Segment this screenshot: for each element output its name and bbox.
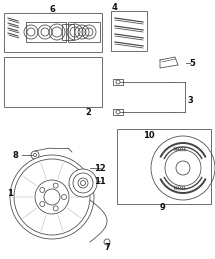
Text: 3: 3 [187,96,193,104]
Bar [121,166,131,170]
Bar [4,13,102,52]
Bar [117,129,211,204]
Text: 12: 12 [94,163,106,172]
Bar [122,182,132,186]
Bar [122,159,131,163]
Text: 11: 11 [94,176,106,185]
Text: 1: 1 [7,189,13,198]
Text: 9: 9 [160,204,166,212]
Bar [121,144,130,148]
Bar [121,174,130,178]
Bar [111,11,147,51]
Bar [122,137,132,141]
Text: 10: 10 [143,131,155,140]
Bar [66,70,98,98]
Bar [26,22,66,42]
Circle shape [10,155,94,239]
Circle shape [69,169,97,197]
Bar [122,190,131,194]
Text: 4: 4 [112,3,118,11]
Bar [83,95,93,99]
Bar [67,61,81,65]
Bar [62,24,74,40]
Bar [122,151,132,155]
Bar [4,57,102,107]
Text: 6: 6 [49,4,55,13]
Text: 5: 5 [189,59,195,68]
Bar [68,22,100,42]
Text: 8: 8 [12,150,18,160]
Bar [113,109,123,115]
Text: 7: 7 [104,243,110,253]
Bar [83,61,93,66]
Text: 2: 2 [85,107,91,117]
Bar [148,141,162,149]
Bar [113,79,123,85]
